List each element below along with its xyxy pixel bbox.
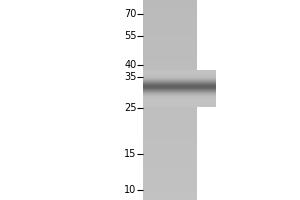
Text: 15: 15 (124, 149, 136, 159)
Text: 10: 10 (124, 185, 136, 195)
Text: 55: 55 (124, 31, 136, 41)
Text: 25: 25 (124, 103, 136, 113)
Text: 40: 40 (124, 60, 136, 70)
Text: 35: 35 (124, 72, 136, 82)
Text: 70: 70 (124, 9, 136, 19)
